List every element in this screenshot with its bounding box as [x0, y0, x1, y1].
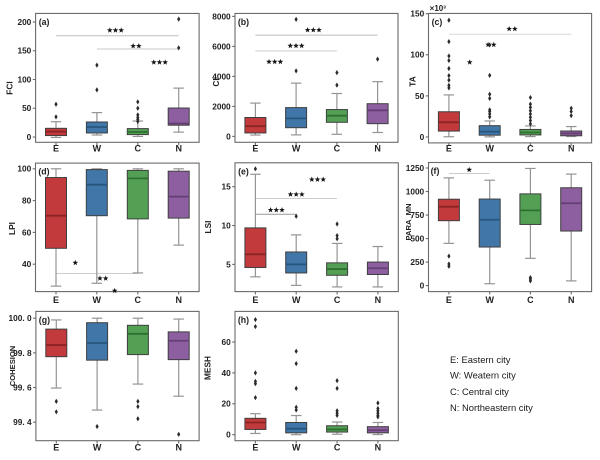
svg-text:W: W	[93, 442, 102, 452]
svg-text:500: 500	[410, 233, 424, 243]
svg-text:50: 50	[415, 91, 425, 101]
svg-text:15: 15	[221, 182, 231, 192]
svg-text:(a): (a)	[39, 17, 50, 27]
svg-text:W: W	[485, 144, 494, 154]
svg-text:(c): (c)	[432, 17, 443, 27]
svg-text:C: C	[527, 295, 534, 305]
svg-text:50: 50	[22, 103, 32, 113]
svg-text:E: E	[53, 144, 59, 154]
svg-text:4000: 4000	[212, 71, 231, 81]
svg-text:99. 4: 99. 4	[13, 417, 32, 427]
svg-text:10: 10	[221, 220, 231, 230]
svg-text:E: E	[252, 442, 258, 452]
svg-text:150: 150	[410, 9, 424, 19]
svg-text:0: 0	[226, 430, 231, 440]
svg-text:TA: TA	[408, 76, 418, 86]
svg-text:(f): (f)	[431, 166, 440, 176]
svg-text:E: E	[53, 442, 59, 452]
svg-text:C: C	[334, 442, 341, 452]
svg-text:(h): (h)	[238, 315, 249, 325]
svg-text:N: N	[568, 144, 575, 154]
svg-text:(b): (b)	[238, 17, 249, 27]
svg-text:E: E	[252, 144, 258, 154]
svg-text:(d): (d)	[38, 167, 49, 177]
svg-text:99. 8: 99. 8	[13, 348, 32, 358]
svg-text:N: N	[175, 442, 182, 452]
svg-text:250: 250	[410, 257, 424, 267]
svg-text:W: W	[292, 295, 301, 305]
svg-text:C: C	[135, 442, 142, 452]
svg-text:1250: 1250	[406, 163, 425, 173]
svg-text:60: 60	[22, 227, 32, 237]
svg-text:FCI: FCI	[5, 81, 15, 94]
svg-text:100: 100	[410, 50, 424, 60]
svg-text:100. 0: 100. 0	[9, 313, 32, 323]
svg-text:40: 40	[22, 259, 32, 269]
svg-text:C: C	[334, 295, 341, 305]
svg-text:N: N	[175, 144, 182, 154]
svg-text:E: E	[53, 295, 59, 305]
svg-text:N: N	[374, 144, 381, 154]
svg-text:COHESION: COHESION	[8, 346, 17, 387]
svg-text:(e): (e)	[238, 166, 249, 176]
svg-text:N: N	[375, 295, 382, 305]
svg-text:E: E	[446, 295, 452, 305]
svg-text:6000: 6000	[212, 41, 231, 51]
svg-text:W: W	[292, 144, 301, 154]
svg-text:0: 0	[420, 281, 425, 291]
svg-text:99. 6: 99. 6	[13, 382, 32, 392]
svg-text:(g): (g)	[39, 315, 50, 325]
svg-text:W: Weatern city: W: Weatern city	[450, 370, 516, 381]
svg-text:N: N	[175, 295, 182, 305]
svg-text:C: C	[135, 144, 142, 154]
svg-text:150: 150	[17, 46, 31, 56]
svg-text:80: 80	[22, 196, 32, 206]
svg-text:100: 100	[17, 164, 31, 174]
svg-text:0: 0	[27, 132, 32, 142]
svg-text:E: E	[446, 144, 452, 154]
svg-text:N: N	[375, 442, 382, 452]
svg-text:100: 100	[17, 74, 31, 84]
svg-text:200: 200	[17, 17, 31, 27]
svg-text:20: 20	[221, 399, 231, 409]
svg-text:0: 0	[226, 131, 231, 141]
svg-text:0: 0	[420, 132, 425, 142]
svg-text:40: 40	[221, 368, 231, 378]
svg-text:N: N	[568, 295, 575, 305]
svg-text:C: Central city: C: Central city	[450, 386, 509, 397]
svg-text:750: 750	[410, 210, 424, 220]
svg-text:5: 5	[226, 259, 231, 269]
svg-text:LPI: LPI	[7, 222, 17, 235]
svg-text:×10³: ×10³	[430, 4, 447, 13]
svg-text:W: W	[93, 144, 102, 154]
svg-text:2000: 2000	[212, 101, 231, 111]
svg-text:1000: 1000	[406, 186, 425, 196]
svg-text:W: W	[93, 295, 102, 305]
svg-text:MESH: MESH	[203, 356, 213, 380]
svg-text:W: W	[292, 442, 301, 452]
svg-text:E: E	[252, 295, 258, 305]
svg-text:8000: 8000	[212, 11, 231, 21]
svg-text:60: 60	[221, 337, 231, 347]
svg-text:C: C	[135, 295, 142, 305]
svg-text:LSI: LSI	[203, 221, 213, 234]
svg-text:C: C	[527, 144, 534, 154]
svg-text:E: Eastern city: E: Eastern city	[450, 354, 511, 365]
svg-text:CI: CI	[211, 78, 221, 86]
svg-text:PARA_MN: PARA_MN	[404, 204, 413, 241]
svg-text:W: W	[485, 295, 494, 305]
svg-text:N: Northeastern city: N: Northeastern city	[450, 402, 533, 413]
svg-text:C: C	[334, 144, 341, 154]
